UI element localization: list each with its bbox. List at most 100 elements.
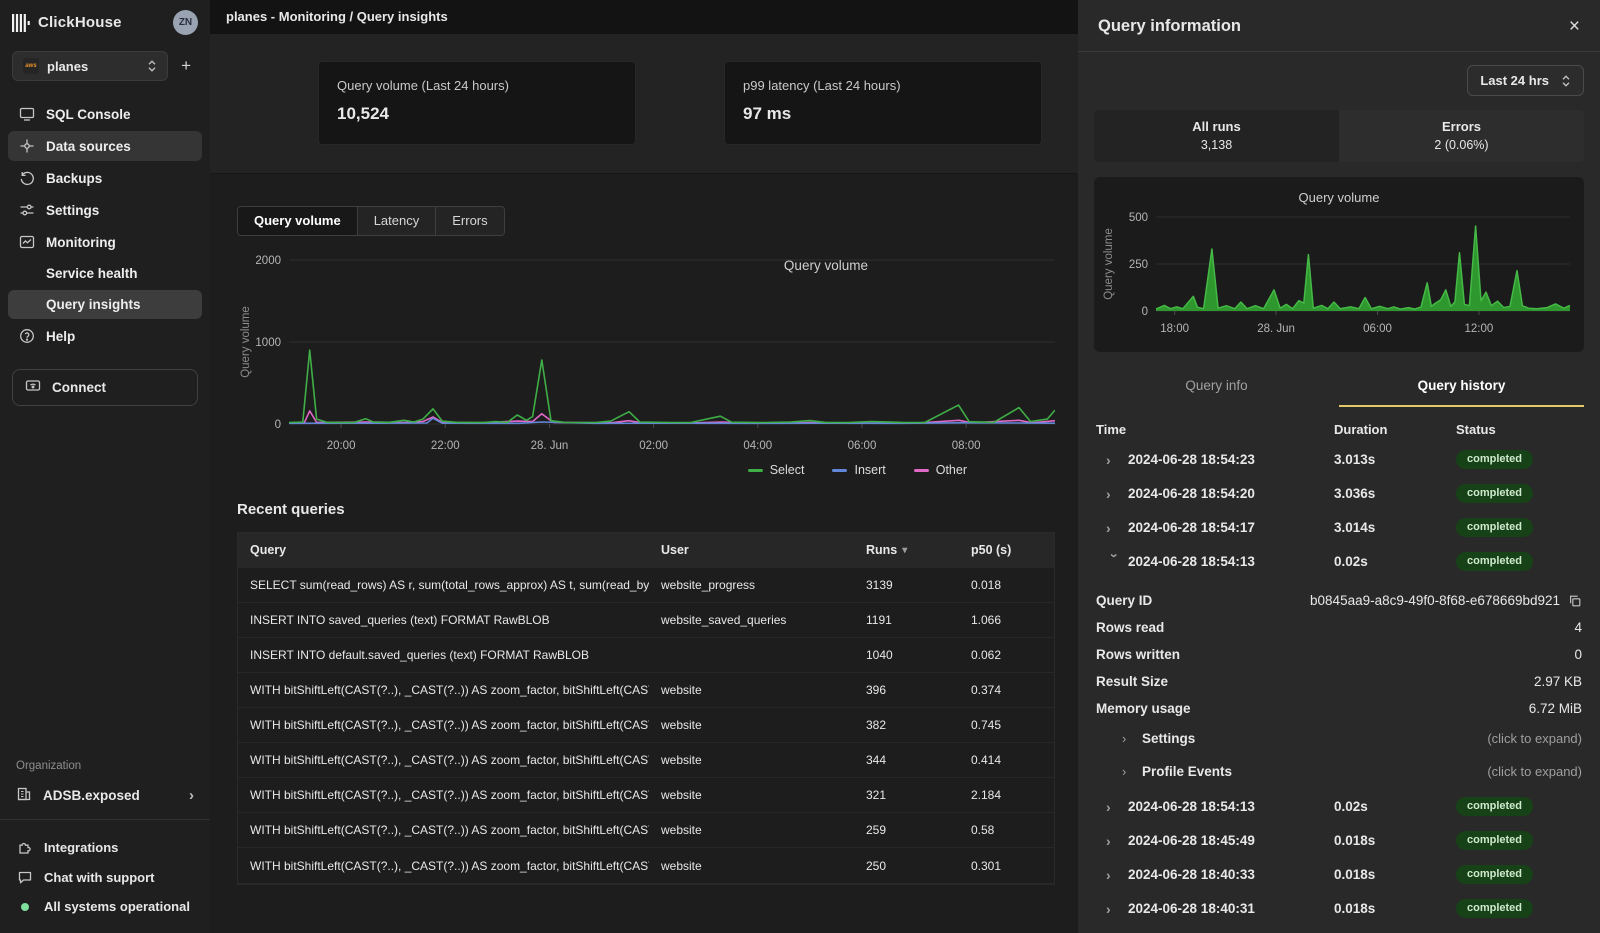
chevron-right-icon[interactable]: › — [1106, 901, 1128, 917]
history-duration: 0.018s — [1334, 833, 1456, 848]
history-status-cell: completed — [1456, 450, 1584, 469]
history-status-cell: completed — [1456, 518, 1584, 537]
sidebar-item-sql-console[interactable]: SQL Console — [8, 99, 202, 129]
sidebar-item-integrations[interactable]: Integrations — [0, 832, 210, 862]
chevron-right-icon[interactable]: › — [1106, 452, 1128, 468]
table-row[interactable]: SELECT sum(read_rows) AS r, sum(total_ro… — [238, 568, 1054, 603]
connect-button[interactable]: Connect — [12, 369, 198, 406]
logo-row: ClickHouse ZN — [0, 0, 210, 43]
history-row[interactable]: ›2024-06-28 18:54:173.014scompleted — [1094, 511, 1584, 545]
detail-value: 0 — [1574, 647, 1582, 662]
column-header-runs[interactable]: Runs▾ — [854, 533, 959, 567]
history-duration: 0.02s — [1334, 554, 1456, 569]
puzzle-icon — [17, 839, 33, 855]
history-row[interactable]: ›2024-06-28 18:45:490.018scompleted — [1094, 824, 1584, 858]
sidebar-item-service-health[interactable]: Service health — [8, 259, 202, 288]
tab-latency[interactable]: Latency — [358, 207, 437, 235]
svg-text:04:00: 04:00 — [743, 440, 772, 452]
cell-user: website — [649, 778, 854, 812]
chevron-right-icon[interactable]: › — [1106, 486, 1128, 502]
chevron-updown-icon — [1561, 74, 1571, 88]
chevron-right-icon[interactable]: › — [1106, 867, 1128, 883]
recent-queries-table: Query User Runs▾ p50 (s) SELECT sum(read… — [237, 532, 1055, 884]
toggle-all-runs[interactable]: All runs 3,138 — [1094, 110, 1339, 162]
sidebar-item-monitoring[interactable]: Monitoring — [8, 227, 202, 257]
cell-runs: 1191 — [854, 603, 959, 637]
sidebar-item-settings[interactable]: Settings — [8, 195, 202, 225]
chevron-right-icon[interactable]: › — [1106, 799, 1128, 815]
panel-query-volume-chart: Query volume 025050018:0028. Jun06:0012:… — [1094, 177, 1584, 352]
table-row[interactable]: INSERT INTO saved_queries (text) FORMAT … — [238, 603, 1054, 638]
detail-value-text: 6.72 MiB — [1529, 701, 1582, 716]
sidebar-item-label: Query insights — [46, 297, 141, 312]
tab-errors[interactable]: Errors — [436, 207, 503, 235]
cell-runs: 1040 — [854, 638, 959, 672]
service-name: planes — [47, 59, 88, 74]
history-row[interactable]: ›2024-06-28 18:54:130.02scompleted — [1094, 545, 1584, 579]
table-row[interactable]: WITH bitShiftLeft(CAST(?..), _CAST(?..))… — [238, 778, 1054, 813]
expandable-profile-events[interactable]: ›Profile Events(click to expand) — [1096, 755, 1582, 788]
column-header-user[interactable]: User — [649, 533, 854, 567]
time-range-select[interactable]: Last 24 hrs — [1467, 65, 1584, 96]
sidebar-item-label: Chat with support — [44, 870, 155, 885]
table-row[interactable]: WITH bitShiftLeft(CAST(?..), _CAST(?..))… — [238, 743, 1054, 778]
stat-label: Query volume (Last 24 hours) — [337, 78, 617, 93]
chevron-right-icon[interactable]: › — [1106, 833, 1128, 849]
history-row[interactable]: ›2024-06-28 18:54:130.02scompleted — [1094, 790, 1584, 824]
expandable-settings[interactable]: ›Settings(click to expand) — [1096, 722, 1582, 755]
add-service-button[interactable]: + — [174, 56, 198, 76]
column-header-query[interactable]: Query — [238, 533, 649, 567]
sidebar-item-data-sources[interactable]: Data sources — [8, 131, 202, 161]
service-selector[interactable]: aws planes — [12, 51, 168, 81]
main-area: planes - Monitoring / Query insights Que… — [210, 0, 1078, 933]
svg-text:02:00: 02:00 — [639, 440, 668, 452]
column-header-p50[interactable]: p50 (s) — [959, 533, 1054, 567]
history-time: 2024-06-28 18:54:13 — [1128, 554, 1334, 569]
organization-row[interactable]: ADSB.exposed › — [0, 780, 210, 815]
history-row[interactable]: ›2024-06-28 18:40:330.018scompleted — [1094, 858, 1584, 892]
legend-item-select[interactable]: Select — [748, 463, 805, 477]
toggle-errors[interactable]: Errors 2 (0.06%) — [1339, 110, 1584, 162]
sidebar-item-label: Backups — [46, 171, 102, 186]
legend-item-other[interactable]: Other — [914, 463, 967, 477]
sidebar-item-chat-support[interactable]: Chat with support — [0, 862, 210, 892]
main-content: Query volume Latency Errors Query volume… — [210, 174, 1078, 933]
cell-user: website — [649, 673, 854, 707]
sidebar-item-query-insights[interactable]: Query insights — [8, 290, 202, 319]
detail-value: 2.97 KB — [1534, 674, 1582, 689]
system-status-row[interactable]: All systems operational — [0, 892, 210, 921]
table-row[interactable]: INSERT INTO default.saved_queries (text)… — [238, 638, 1054, 673]
sidebar-item-backups[interactable]: Backups — [8, 163, 202, 193]
legend-item-insert[interactable]: Insert — [832, 463, 885, 477]
history-row[interactable]: ›2024-06-28 18:54:203.036scompleted — [1094, 477, 1584, 511]
table-row[interactable]: WITH bitShiftLeft(CAST(?..), _CAST(?..))… — [238, 673, 1054, 708]
tab-query-volume[interactable]: Query volume — [238, 207, 358, 235]
copy-icon[interactable] — [1568, 594, 1582, 608]
history-duration: 3.014s — [1334, 520, 1456, 535]
svg-text:20:00: 20:00 — [327, 440, 356, 452]
connect-icon — [25, 378, 41, 397]
avatar[interactable]: ZN — [173, 10, 198, 35]
sidebar-item-label: Service health — [46, 266, 138, 281]
table-row[interactable]: WITH bitShiftLeft(CAST(?..), _CAST(?..))… — [238, 708, 1054, 743]
history-row[interactable]: ›2024-06-28 18:40:310.018scompleted — [1094, 892, 1584, 926]
history-row[interactable]: ›2024-06-28 18:54:233.013scompleted — [1094, 443, 1584, 477]
detail-label: Result Size — [1096, 674, 1168, 689]
panel-chart-canvas[interactable]: 025050018:0028. Jun06:0012:00Query volum… — [1100, 209, 1578, 337]
chevron-right-icon[interactable]: › — [1106, 520, 1128, 536]
query-volume-chart-canvas[interactable]: 01000200020:0022:0028. Jun02:0004:0006:0… — [237, 246, 1055, 454]
tab-query-info[interactable]: Query info — [1094, 368, 1339, 407]
chevron-down-icon[interactable]: › — [1107, 553, 1123, 575]
detail-label: Memory usage — [1096, 701, 1191, 716]
cell-p50: 0.58 — [959, 813, 1054, 847]
table-row[interactable]: WITH bitShiftLeft(CAST(?..), _CAST(?..))… — [238, 813, 1054, 848]
history-duration: 3.036s — [1334, 486, 1456, 501]
tab-query-history[interactable]: Query history — [1339, 368, 1584, 407]
close-icon[interactable]: × — [1569, 17, 1580, 36]
history-duration: 0.018s — [1334, 901, 1456, 916]
sidebar-item-help[interactable]: Help — [8, 321, 202, 351]
cell-runs: 344 — [854, 743, 959, 777]
history-rows: ›2024-06-28 18:54:233.013scompleted›2024… — [1094, 443, 1584, 579]
table-row[interactable]: WITH bitShiftLeft(CAST(?..), _CAST(?..))… — [238, 848, 1054, 883]
cell-query: WITH bitShiftLeft(CAST(?..), _CAST(?..))… — [238, 778, 649, 812]
